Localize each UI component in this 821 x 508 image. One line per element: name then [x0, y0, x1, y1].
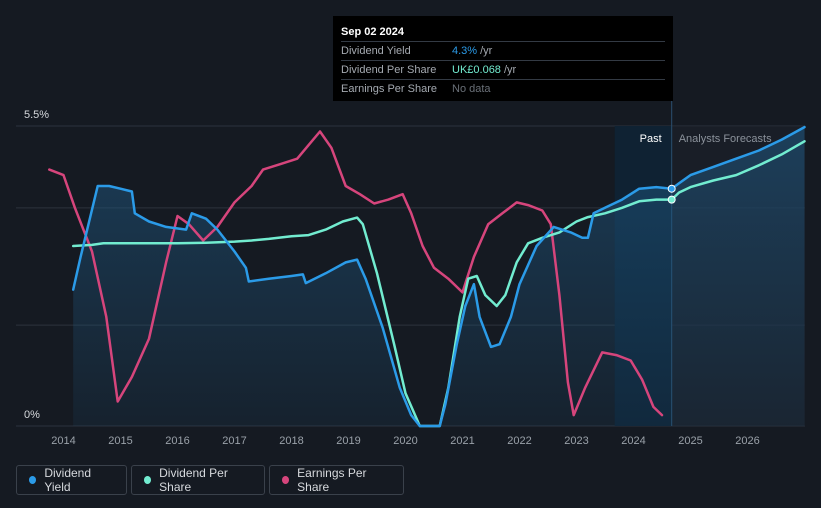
legend-dividend-per-share[interactable]: Dividend Per Share	[131, 465, 265, 495]
tooltip-panel: Sep 02 2024 Dividend Yield 4.3% /yr Divi…	[333, 16, 673, 101]
tooltip-value: 4.3%	[452, 45, 478, 57]
tooltip-value: UK£0.068	[452, 64, 501, 76]
legend-dividend-yield[interactable]: Dividend Yield	[16, 465, 127, 495]
past-label: Past	[640, 133, 662, 145]
tooltip-label: Dividend Per Share	[341, 64, 437, 76]
tooltip-value: No data	[452, 83, 491, 95]
tooltip-label: Dividend Yield	[341, 45, 411, 57]
tooltip-row-earnings-per-share: Earnings Per Share No data	[341, 79, 665, 98]
x-tick-label: 2025	[678, 435, 702, 447]
x-tick-label: 2017	[222, 435, 246, 447]
dividend-per-share-marker	[667, 195, 676, 204]
legend-earnings-per-share[interactable]: Earnings Per Share	[269, 465, 404, 495]
dividend-yield-line	[71, 125, 806, 428]
y-tick-label: 5.5%	[24, 109, 49, 121]
tooltip-unit: /yr	[503, 64, 517, 76]
earnings-per-share-line	[48, 130, 664, 417]
legend-dot-icon	[144, 476, 152, 484]
legend-label: Dividend Per Share	[159, 466, 228, 494]
x-tick-label: 2015	[108, 435, 132, 447]
x-tick-label: 2020	[393, 435, 417, 447]
x-tick-label: 2019	[336, 435, 360, 447]
tooltip-date: Sep 02 2024	[341, 26, 404, 38]
tooltip-unit: /yr	[480, 45, 493, 57]
x-tick-label: 2014	[51, 435, 75, 447]
legend-dot-icon	[282, 476, 290, 484]
dividend-per-share-line	[71, 140, 806, 428]
x-tick-label: 2022	[507, 435, 531, 447]
dividend-yield-area	[73, 127, 805, 426]
legend-label: Dividend Yield	[44, 466, 92, 494]
legend-label: Earnings Per Share	[297, 466, 367, 494]
x-tick-label: 2026	[735, 435, 759, 447]
y-tick-label: 0%	[24, 409, 40, 421]
legend-dot-icon	[29, 476, 37, 484]
tooltip-label: Earnings Per Share	[341, 83, 437, 95]
tooltip-row-dividend-yield: Dividend Yield 4.3% /yr	[341, 41, 665, 60]
x-tick-label: 2024	[621, 435, 645, 447]
x-tick-label: 2018	[279, 435, 303, 447]
x-tick-label: 2021	[450, 435, 474, 447]
tooltip-row-dividend-per-share: Dividend Per Share UK£0.068 /yr	[341, 60, 665, 79]
x-tick-label: 2023	[564, 435, 588, 447]
dividend-yield-marker	[667, 184, 676, 193]
forecast-label: Analysts Forecasts	[679, 133, 772, 145]
x-tick-label: 2016	[165, 435, 189, 447]
